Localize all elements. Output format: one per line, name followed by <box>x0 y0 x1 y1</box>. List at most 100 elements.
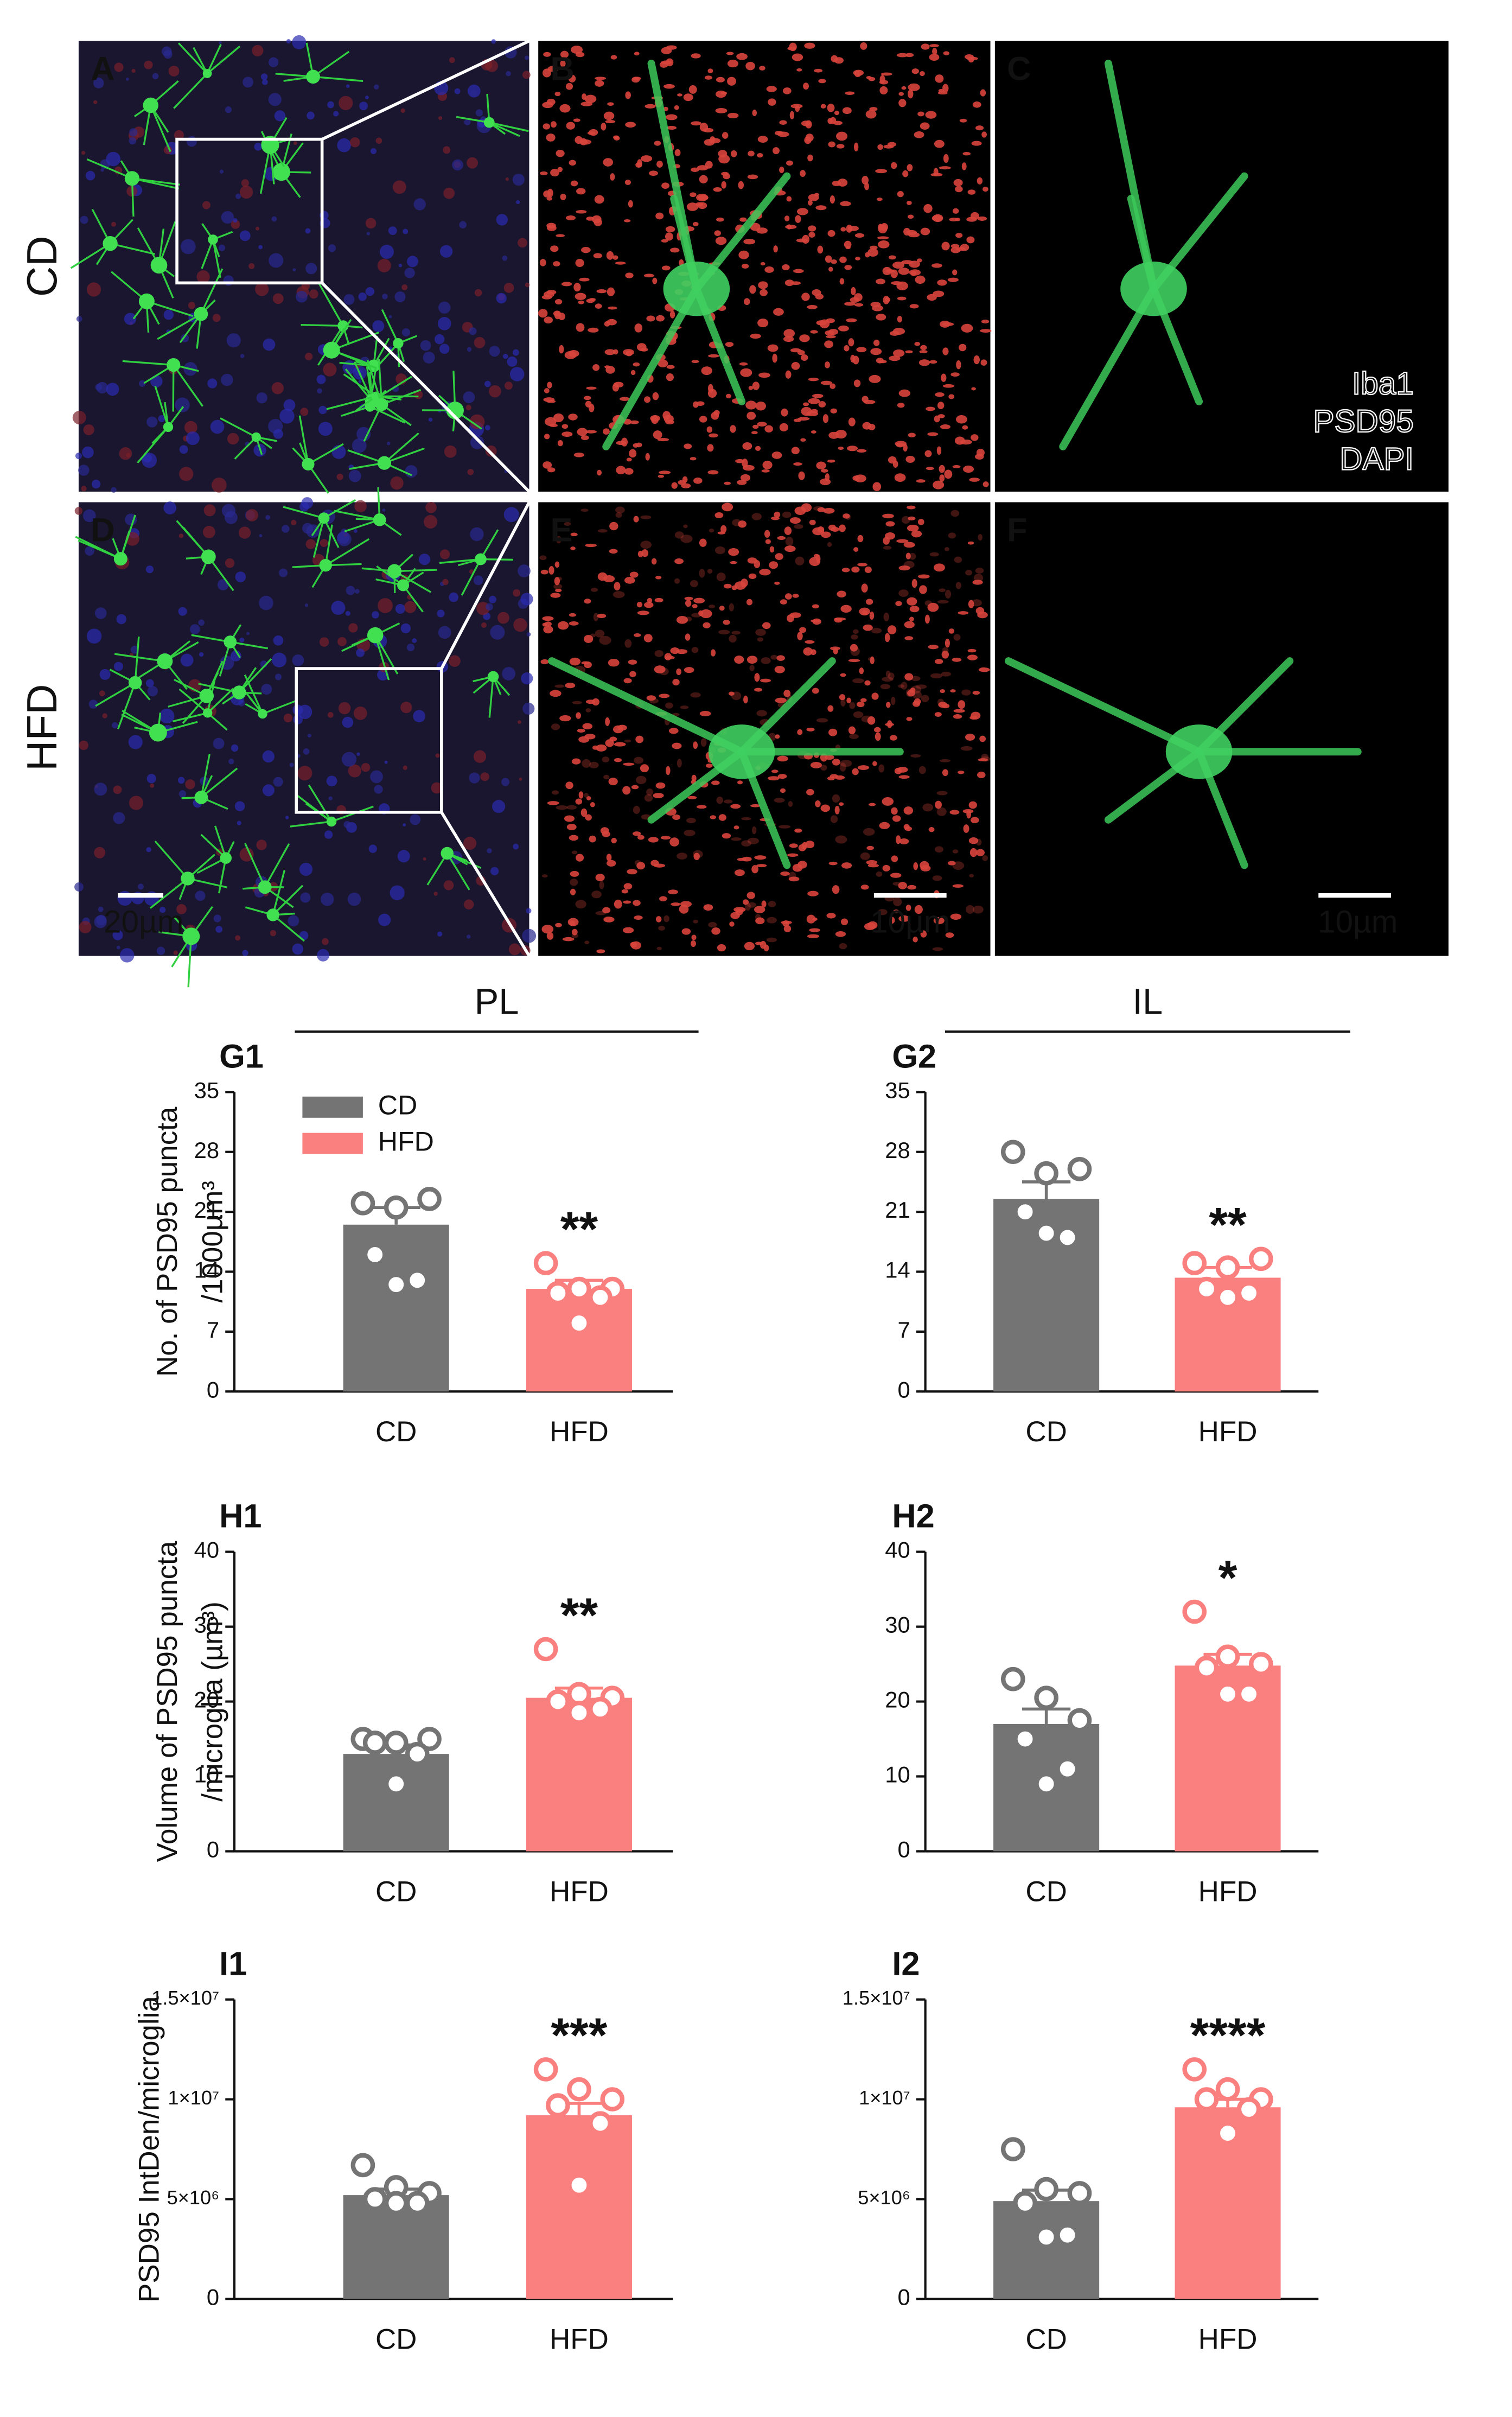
data-point <box>1067 2181 1092 2205</box>
puncta <box>649 170 658 176</box>
puncta <box>745 400 757 410</box>
texture-dot <box>207 378 218 389</box>
texture-dot <box>163 145 173 155</box>
y-tick-label: 0 <box>898 2284 910 2310</box>
puncta <box>709 433 718 438</box>
puncta <box>958 700 966 709</box>
texture-dot <box>112 722 118 729</box>
texture-dot <box>463 836 477 850</box>
puncta <box>659 470 671 475</box>
puncta <box>786 160 793 166</box>
microglia-branch <box>218 857 227 894</box>
puncta <box>937 402 945 409</box>
texture-dot <box>237 820 241 825</box>
puncta <box>669 310 675 319</box>
puncta <box>666 365 675 369</box>
microglia-soma <box>220 852 232 864</box>
puncta <box>746 599 753 606</box>
microglia-branch <box>206 46 241 74</box>
puncta <box>603 917 615 923</box>
puncta <box>919 71 925 77</box>
puncta <box>685 616 692 622</box>
puncta <box>663 106 668 111</box>
texture-dot <box>94 915 107 928</box>
puncta <box>707 384 713 393</box>
puncta <box>664 915 669 923</box>
puncta <box>851 566 860 573</box>
puncta <box>559 104 571 113</box>
texture-dot <box>116 945 120 950</box>
puncta <box>861 583 868 593</box>
texture-dot <box>485 445 497 457</box>
puncta <box>539 259 546 266</box>
puncta <box>921 695 929 702</box>
puncta <box>779 423 789 432</box>
puncta <box>891 807 898 815</box>
channel-legend: Iba1 <box>1352 366 1414 401</box>
texture-dot <box>384 760 388 764</box>
microglia-branch <box>456 116 490 124</box>
puncta <box>859 667 864 675</box>
puncta <box>612 383 620 392</box>
texture-dot <box>130 645 139 654</box>
texture-dot <box>305 228 311 234</box>
microglia-branch <box>193 47 208 74</box>
puncta <box>830 646 840 651</box>
puncta <box>934 415 940 423</box>
texture-dot <box>85 546 94 556</box>
puncta <box>719 606 725 611</box>
puncta <box>714 512 724 518</box>
microglia-branch <box>378 359 383 405</box>
puncta <box>775 697 787 703</box>
texture-dot <box>473 575 483 586</box>
puncta <box>584 661 592 669</box>
puncta <box>903 806 914 815</box>
puncta <box>952 465 961 468</box>
puncta <box>664 656 675 660</box>
puncta <box>935 800 942 809</box>
puncta <box>968 837 979 844</box>
microglia-branch <box>331 805 374 823</box>
puncta <box>595 303 602 309</box>
texture-dot <box>469 772 480 784</box>
puncta <box>812 604 819 609</box>
texture-dot <box>213 914 221 923</box>
puncta <box>691 53 701 59</box>
texture-dot <box>338 702 351 715</box>
texture-dot <box>145 679 154 688</box>
significance: **** <box>1190 2008 1266 2062</box>
puncta <box>584 634 594 643</box>
puncta <box>888 255 896 260</box>
texture-dot <box>358 380 362 384</box>
puncta <box>782 264 790 271</box>
texture-dot <box>328 796 333 800</box>
puncta <box>543 461 552 469</box>
puncta <box>731 837 742 841</box>
puncta <box>623 349 634 356</box>
puncta <box>684 596 693 601</box>
texture-dot <box>221 211 234 224</box>
puncta <box>954 556 962 563</box>
puncta <box>836 144 845 149</box>
data-point <box>1249 1652 1273 1676</box>
puncta <box>580 508 589 512</box>
puncta <box>783 336 794 342</box>
puncta <box>735 459 745 463</box>
puncta <box>690 940 697 947</box>
texture-dot <box>487 848 492 854</box>
texture-dot <box>370 770 383 784</box>
microglia-soma <box>319 559 332 572</box>
puncta <box>720 525 727 533</box>
texture-dot <box>256 226 260 231</box>
puncta <box>699 710 711 716</box>
puncta <box>844 265 852 270</box>
panel-label: D <box>91 511 114 548</box>
puncta <box>977 771 986 778</box>
microglia-branch <box>200 753 211 798</box>
texture-dot <box>235 193 241 199</box>
texture-dot <box>273 635 284 646</box>
puncta <box>942 769 948 777</box>
puncta <box>913 862 918 870</box>
puncta <box>905 53 914 58</box>
puncta <box>828 728 838 736</box>
